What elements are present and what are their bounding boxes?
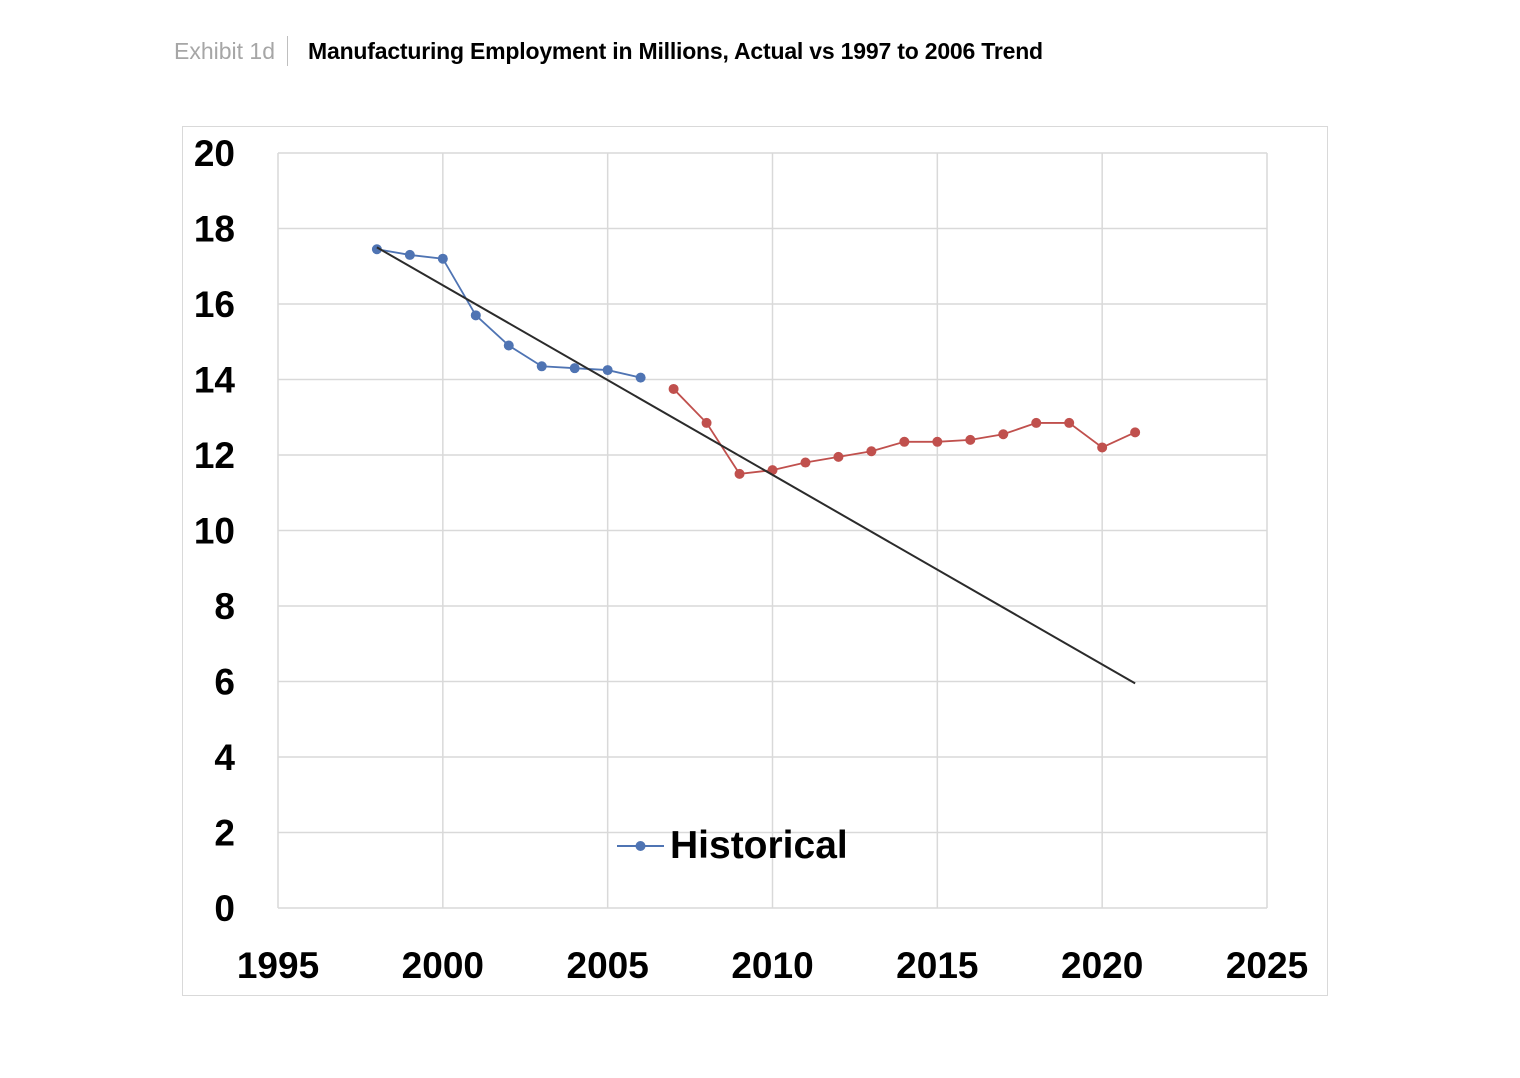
historical-point [404, 249, 415, 260]
exhibit-label: Exhibit 1d [174, 37, 276, 64]
post-2006-point [668, 383, 679, 394]
historical-point [635, 372, 646, 383]
post-2006-point [1130, 427, 1141, 438]
legend-marker-dot [635, 841, 646, 851]
grid [277, 152, 1268, 909]
post-2006-point [734, 468, 745, 479]
post-2006-point [899, 436, 910, 447]
x-tick-label: 2020 [1061, 945, 1143, 986]
y-tick-label: 8 [214, 586, 235, 627]
post-2006-point [800, 457, 811, 468]
y-tick-label: 20 [194, 133, 235, 174]
post-2006-point [998, 429, 1009, 440]
x-tick-label: 2000 [402, 945, 484, 986]
series-group [371, 244, 1141, 685]
post-2006-point [1064, 417, 1075, 428]
post-2006-point [1097, 442, 1108, 453]
post-2006-point [1031, 417, 1042, 428]
historical-point [536, 361, 547, 372]
y-tick-label: 4 [214, 737, 235, 778]
post-2006-line [672, 388, 1136, 475]
y-tick-label: 0 [214, 888, 235, 929]
header-divider [287, 36, 289, 66]
historical-point [569, 363, 580, 374]
legend: Historical [617, 824, 848, 867]
y-tick-label: 6 [214, 662, 235, 703]
post-2006-point [965, 434, 976, 445]
historical-point [470, 310, 481, 321]
post-2006-point [932, 436, 943, 447]
x-tick-label: 2005 [567, 945, 649, 986]
historical-line [376, 248, 641, 379]
y-tick-label: 18 [194, 209, 235, 250]
x-tick-label: 2010 [731, 945, 813, 986]
historical-point [602, 365, 613, 376]
trend-line [376, 246, 1136, 685]
chart-frame [182, 126, 1328, 996]
post-2006-point [701, 417, 712, 428]
post-2006-point [866, 446, 877, 457]
legend-label: Historical [670, 824, 848, 867]
y-tick-label: 10 [194, 511, 235, 552]
historical-point [503, 340, 514, 351]
y-axis-ticks: 0 2 4 6 8 10 12 14 16 18 20 [194, 133, 236, 929]
historical-point [437, 253, 448, 264]
x-tick-label: 2015 [896, 945, 978, 986]
x-tick-label: 1995 [237, 945, 319, 986]
x-tick-label: 2025 [1226, 945, 1308, 986]
y-tick-label: 16 [194, 284, 235, 325]
chart-title: Manufacturing Employment in Millions, Ac… [308, 37, 1043, 64]
historical-point [371, 244, 382, 255]
y-tick-label: 14 [194, 360, 236, 401]
x-axis-ticks: 1995 2000 2005 2010 2015 2020 2025 [237, 945, 1308, 986]
y-tick-label: 12 [194, 435, 235, 476]
y-tick-label: 2 [214, 813, 235, 854]
post-2006-point [833, 451, 844, 462]
chart-header: Exhibit 1d Manufacturing Employment in M… [174, 34, 1043, 68]
